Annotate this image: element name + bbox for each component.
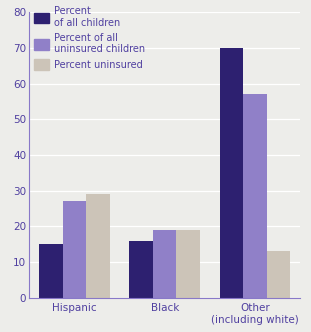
Bar bbox=[244, 94, 267, 298]
Bar bbox=[86, 194, 109, 298]
Bar bbox=[220, 48, 244, 298]
Bar bbox=[129, 241, 153, 298]
Bar bbox=[153, 230, 176, 298]
Bar bbox=[63, 202, 86, 298]
Legend: Percent
of all children, Percent of all
uninsured children, Percent uninsured: Percent of all children, Percent of all … bbox=[35, 6, 145, 70]
Bar bbox=[39, 244, 63, 298]
Bar bbox=[176, 230, 200, 298]
Bar bbox=[267, 251, 290, 298]
